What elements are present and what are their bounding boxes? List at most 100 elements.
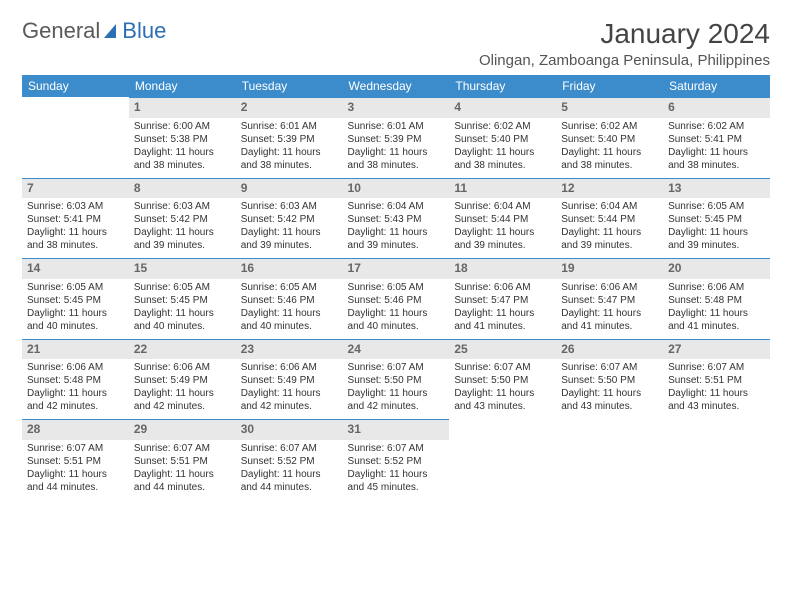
daylight-line: Daylight: 11 hours and 44 minutes. (134, 468, 231, 494)
location-text: Olingan, Zamboanga Peninsula, Philippine… (479, 52, 770, 69)
day-details: Sunrise: 6:06 AMSunset: 5:47 PMDaylight:… (449, 279, 556, 339)
calendar-row: 14Sunrise: 6:05 AMSunset: 5:45 PMDayligh… (22, 258, 770, 339)
day-details: Sunrise: 6:06 AMSunset: 5:48 PMDaylight:… (22, 359, 129, 419)
calendar-cell (22, 97, 129, 178)
daylight-line: Daylight: 11 hours and 44 minutes. (27, 468, 124, 494)
day-number: 26 (556, 339, 663, 360)
sunset-line: Sunset: 5:48 PM (27, 374, 124, 387)
day-details: Sunrise: 6:07 AMSunset: 5:52 PMDaylight:… (236, 440, 343, 500)
calendar-cell: 4Sunrise: 6:02 AMSunset: 5:40 PMDaylight… (449, 97, 556, 178)
day-details: Sunrise: 6:07 AMSunset: 5:50 PMDaylight:… (343, 359, 450, 419)
calendar-cell: 18Sunrise: 6:06 AMSunset: 5:47 PMDayligh… (449, 258, 556, 339)
daylight-line: Daylight: 11 hours and 42 minutes. (27, 387, 124, 413)
daylight-line: Daylight: 11 hours and 45 minutes. (348, 468, 445, 494)
sunrise-line: Sunrise: 6:05 AM (134, 281, 231, 294)
sunset-line: Sunset: 5:39 PM (348, 133, 445, 146)
calendar-row: 28Sunrise: 6:07 AMSunset: 5:51 PMDayligh… (22, 419, 770, 500)
month-title: January 2024 (479, 18, 770, 50)
sunset-line: Sunset: 5:45 PM (134, 294, 231, 307)
logo-text-1: General (22, 18, 100, 44)
day-number: 22 (129, 339, 236, 360)
calendar-cell: 24Sunrise: 6:07 AMSunset: 5:50 PMDayligh… (343, 339, 450, 420)
sunrise-line: Sunrise: 6:07 AM (668, 361, 765, 374)
sunset-line: Sunset: 5:44 PM (454, 213, 551, 226)
sunrise-line: Sunrise: 6:05 AM (668, 200, 765, 213)
day-details: Sunrise: 6:07 AMSunset: 5:50 PMDaylight:… (449, 359, 556, 419)
calendar-body: 1Sunrise: 6:00 AMSunset: 5:38 PMDaylight… (22, 97, 770, 500)
weekday-header: Wednesday (343, 75, 450, 97)
day-details: Sunrise: 6:03 AMSunset: 5:41 PMDaylight:… (22, 198, 129, 258)
day-details: Sunrise: 6:05 AMSunset: 5:45 PMDaylight:… (22, 279, 129, 339)
day-number: 9 (236, 178, 343, 199)
daylight-line: Daylight: 11 hours and 39 minutes. (241, 226, 338, 252)
daylight-line: Daylight: 11 hours and 38 minutes. (561, 146, 658, 172)
sunset-line: Sunset: 5:50 PM (348, 374, 445, 387)
calendar-cell: 15 Sunrise: 6:05 AMSunset: 5:45 PMDayligh… (129, 258, 236, 339)
daylight-line: Daylight: 11 hours and 38 minutes. (27, 226, 124, 252)
sunrise-line: Sunrise: 6:03 AM (27, 200, 124, 213)
sunrise-line: Sunrise: 6:04 AM (561, 200, 658, 213)
calendar-cell: 8Sunrise: 6:03 AMSunset: 5:42 PMDaylight… (129, 178, 236, 259)
calendar-header-row: SundayMondayTuesdayWednesdayThursdayFrid… (22, 75, 770, 97)
calendar-row: 21Sunrise: 6:06 AMSunset: 5:48 PMDayligh… (22, 339, 770, 420)
day-number: 25 (449, 339, 556, 360)
sunset-line: Sunset: 5:48 PM (668, 294, 765, 307)
sunrise-line: Sunrise: 6:04 AM (454, 200, 551, 213)
day-number: 28 (22, 419, 129, 440)
daylight-line: Daylight: 11 hours and 42 minutes. (348, 387, 445, 413)
daylight-line: Daylight: 11 hours and 43 minutes. (561, 387, 658, 413)
sunrise-line: Sunrise: 6:07 AM (454, 361, 551, 374)
calendar-cell: 13Sunrise: 6:05 AMSunset: 5:45 PMDayligh… (663, 178, 770, 259)
daylight-line: Daylight: 11 hours and 39 minutes. (134, 226, 231, 252)
sunset-line: Sunset: 5:43 PM (348, 213, 445, 226)
calendar-cell: 11Sunrise: 6:04 AMSunset: 5:44 PMDayligh… (449, 178, 556, 259)
calendar-cell: 26Sunrise: 6:07 AMSunset: 5:50 PMDayligh… (556, 339, 663, 420)
sunrise-line: Sunrise: 6:05 AM (241, 281, 338, 294)
sunset-line: Sunset: 5:40 PM (454, 133, 551, 146)
day-number: 1 (129, 97, 236, 118)
day-details: Sunrise: 6:06 AMSunset: 5:48 PMDaylight:… (663, 279, 770, 339)
daylight-line: Daylight: 11 hours and 44 minutes. (241, 468, 338, 494)
day-number: 20 (663, 258, 770, 279)
calendar-cell: 6Sunrise: 6:02 AMSunset: 5:41 PMDaylight… (663, 97, 770, 178)
calendar-cell: 29Sunrise: 6:07 AMSunset: 5:51 PMDayligh… (129, 419, 236, 500)
day-details: Sunrise: 6:06 AMSunset: 5:49 PMDaylight:… (236, 359, 343, 419)
sunrise-line: Sunrise: 6:02 AM (454, 120, 551, 133)
calendar-cell: 31Sunrise: 6:07 AMSunset: 5:52 PMDayligh… (343, 419, 450, 500)
sunrise-line: Sunrise: 6:03 AM (241, 200, 338, 213)
daylight-line: Daylight: 11 hours and 39 minutes. (454, 226, 551, 252)
calendar-cell: 17Sunrise: 6:05 AMSunset: 5:46 PMDayligh… (343, 258, 450, 339)
sunrise-line: Sunrise: 6:01 AM (348, 120, 445, 133)
day-number: 21 (22, 339, 129, 360)
day-number: 15 (129, 258, 236, 279)
day-details: Sunrise: 6:02 AMSunset: 5:41 PMDaylight:… (663, 118, 770, 178)
logo-sail-icon (102, 22, 122, 40)
title-block: January 2024 Olingan, Zamboanga Peninsul… (479, 18, 770, 69)
daylight-line: Daylight: 11 hours and 41 minutes. (454, 307, 551, 333)
calendar-cell (449, 419, 556, 500)
calendar-table: SundayMondayTuesdayWednesdayThursdayFrid… (22, 75, 770, 500)
day-details: Sunrise: 6:02 AMSunset: 5:40 PMDaylight:… (556, 118, 663, 178)
daylight-line: Daylight: 11 hours and 40 minutes. (134, 307, 231, 333)
sunset-line: Sunset: 5:42 PM (241, 213, 338, 226)
day-number: 2 (236, 97, 343, 118)
calendar-cell: 20Sunrise: 6:06 AMSunset: 5:48 PMDayligh… (663, 258, 770, 339)
calendar-cell: 10Sunrise: 6:04 AMSunset: 5:43 PMDayligh… (343, 178, 450, 259)
day-number: 11 (449, 178, 556, 199)
daylight-line: Daylight: 11 hours and 39 minutes. (348, 226, 445, 252)
day-number: 3 (343, 97, 450, 118)
sunrise-line: Sunrise: 6:02 AM (668, 120, 765, 133)
sunrise-line: Sunrise: 6:06 AM (561, 281, 658, 294)
sunrise-line: Sunrise: 6:07 AM (27, 442, 124, 455)
calendar-cell: 22Sunrise: 6:06 AMSunset: 5:49 PMDayligh… (129, 339, 236, 420)
daylight-line: Daylight: 11 hours and 40 minutes. (27, 307, 124, 333)
sunset-line: Sunset: 5:49 PM (241, 374, 338, 387)
daylight-line: Daylight: 11 hours and 41 minutes. (668, 307, 765, 333)
sunrise-line: Sunrise: 6:02 AM (561, 120, 658, 133)
calendar-cell: 14Sunrise: 6:05 AMSunset: 5:45 PMDayligh… (22, 258, 129, 339)
weekday-header: Saturday (663, 75, 770, 97)
day-number: 6 (663, 97, 770, 118)
sunrise-line: Sunrise: 6:07 AM (134, 442, 231, 455)
calendar-cell: 25Sunrise: 6:07 AMSunset: 5:50 PMDayligh… (449, 339, 556, 420)
sunset-line: Sunset: 5:41 PM (668, 133, 765, 146)
